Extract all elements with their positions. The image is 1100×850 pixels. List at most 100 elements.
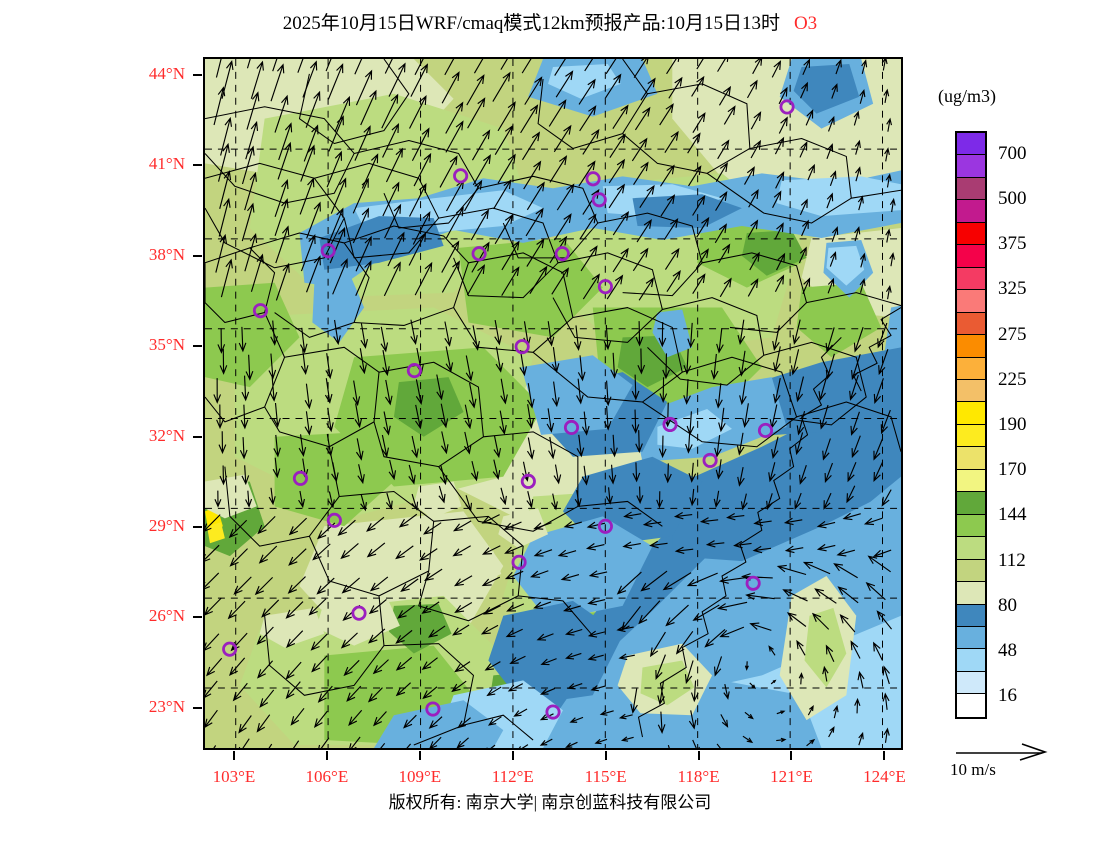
wind-arrow	[327, 491, 335, 509]
wind-arrow	[383, 411, 391, 436]
wind-arrow	[305, 90, 321, 128]
station-marker[interactable]	[425, 701, 441, 717]
station-marker[interactable]	[292, 470, 309, 486]
station-marker[interactable]	[597, 518, 613, 534]
wind-arrow	[851, 435, 861, 459]
lon-tick-label-106: 106°E	[305, 767, 349, 786]
station-marker[interactable]	[326, 512, 342, 528]
station-marker[interactable]	[545, 704, 561, 720]
station-marker[interactable]	[745, 575, 761, 591]
wind-arrow	[719, 626, 745, 638]
wind-arrow	[846, 485, 856, 504]
wind-arrow	[513, 708, 528, 717]
wind-arrow	[784, 545, 804, 554]
wind-arrow	[551, 347, 560, 374]
wind-arrow	[352, 380, 361, 407]
wind-arrow	[285, 661, 302, 680]
wind-arrow	[546, 408, 555, 433]
wind-arrow	[340, 632, 358, 649]
wind-arrow	[411, 493, 419, 511]
wind-arrow	[297, 59, 304, 73]
wind-arrow	[504, 545, 523, 554]
wind-arrow	[740, 493, 748, 511]
wind-arrow	[533, 601, 552, 609]
wind-arrow	[421, 601, 440, 614]
station-marker[interactable]	[514, 339, 530, 355]
wind-arrow	[692, 273, 706, 295]
station-marker[interactable]	[471, 246, 487, 262]
wind-arrow	[822, 438, 831, 461]
wind-arrow	[567, 683, 583, 690]
station-marker[interactable]	[554, 246, 570, 262]
wind-arrow	[608, 464, 617, 485]
wind-arrow	[578, 78, 596, 105]
wind-arrow	[348, 709, 363, 726]
station-marker-group[interactable]	[222, 99, 795, 720]
wind-arrow	[383, 261, 401, 297]
lat-tick-label-32: 32°N	[148, 425, 185, 445]
colorbar[interactable]	[955, 131, 987, 719]
wind-arrow	[519, 350, 528, 377]
wind-arrow	[306, 201, 321, 239]
lon-tick-label-121: 121°E	[770, 767, 813, 786]
wind-arrow	[509, 655, 526, 665]
wind-arrow	[718, 85, 732, 106]
wind-arrow	[324, 378, 333, 404]
colorbar-swatch-20	[957, 582, 985, 605]
station-marker[interactable]	[757, 422, 774, 438]
wind-arrow	[471, 241, 490, 273]
wind-arrow	[807, 163, 815, 181]
station-marker[interactable]	[597, 279, 613, 295]
wind-arrow	[439, 465, 448, 486]
wind-arrow	[630, 688, 638, 714]
wind-arrow	[718, 576, 752, 584]
wind-arrow	[660, 164, 675, 187]
wind-arrow	[833, 704, 839, 719]
station-marker[interactable]	[585, 171, 601, 187]
colorbar-swatch-18	[957, 537, 985, 560]
station-marker[interactable]	[702, 452, 718, 468]
wind-arrow	[833, 563, 858, 579]
lon-tick-mark	[418, 751, 421, 760]
wind-arrow	[445, 206, 464, 239]
wind-arrow	[796, 639, 806, 656]
station-marker[interactable]	[406, 363, 422, 379]
wind-arrow	[831, 83, 838, 99]
forecast-map[interactable]	[203, 57, 903, 750]
station-marker[interactable]	[320, 243, 336, 259]
wind-arrow	[861, 59, 868, 75]
wind-arrow	[408, 464, 416, 485]
wind-arrow	[548, 99, 567, 127]
station-marker[interactable]	[779, 99, 795, 115]
wind-arrow	[471, 129, 491, 161]
colorbar-swatch-10	[957, 357, 985, 380]
wind-arrow	[218, 197, 231, 237]
wind-arrow	[244, 232, 258, 272]
wind-arrow	[692, 112, 706, 133]
wind-arrow	[554, 59, 566, 76]
wind-arrow	[286, 630, 304, 648]
station-marker[interactable]	[563, 419, 580, 436]
wind-arrow	[355, 235, 372, 272]
wind-arrow	[492, 71, 511, 102]
wind-arrow	[824, 462, 834, 484]
wind-arrow	[239, 437, 248, 460]
wind-arrow	[699, 517, 719, 525]
colorbar-swatch-19	[957, 559, 985, 583]
wind-arrow	[507, 683, 524, 692]
station-marker[interactable]	[222, 641, 238, 657]
station-marker[interactable]	[453, 168, 469, 184]
station-marker[interactable]	[662, 416, 678, 433]
station-marker[interactable]	[351, 605, 367, 621]
wind-arrow	[631, 409, 640, 434]
station-marker[interactable]	[252, 303, 269, 319]
wind-arrow	[573, 325, 582, 351]
station-marker[interactable]	[591, 192, 607, 208]
station-marker[interactable]	[511, 554, 527, 570]
station-marker[interactable]	[520, 473, 536, 489]
wind-arrow	[806, 738, 816, 747]
wind-arrow	[776, 737, 787, 743]
wind-arrow	[299, 177, 315, 215]
colorbar-tick-48: 48	[998, 640, 1017, 662]
wind-arrow	[802, 277, 811, 294]
